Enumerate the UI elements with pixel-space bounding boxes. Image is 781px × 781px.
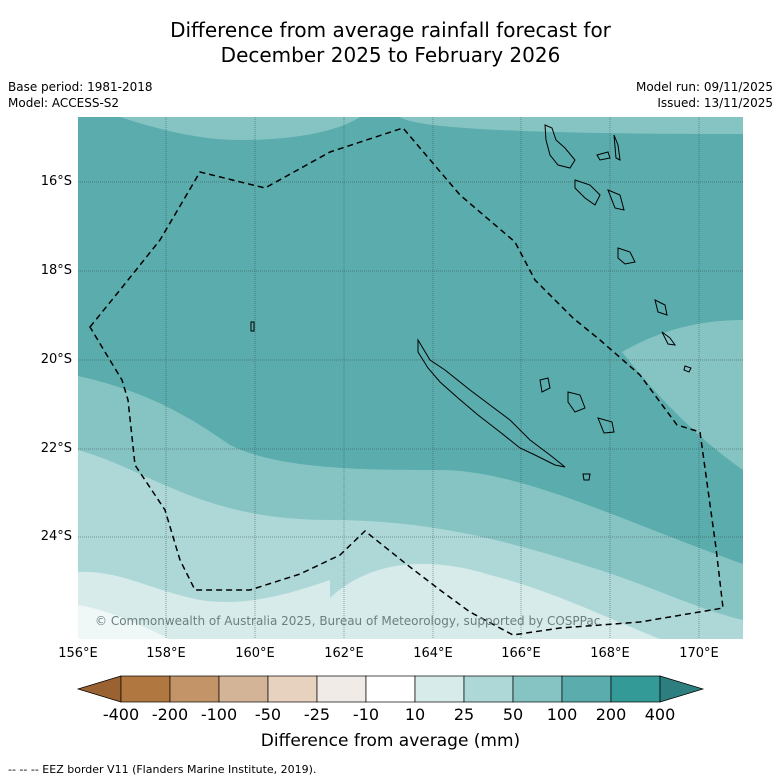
lon-label: 162°E xyxy=(324,646,364,661)
map-title: Difference from average rainfall forecas… xyxy=(0,18,781,68)
lat-label: 22°S xyxy=(40,441,72,456)
field-band-50-north xyxy=(120,117,360,140)
lon-label: 170°E xyxy=(679,646,719,661)
lat-label: 16°S xyxy=(40,174,72,189)
colorbar-tick-label: 10 xyxy=(404,705,426,724)
lon-label: 168°E xyxy=(590,646,630,661)
field-band-10-south xyxy=(330,563,660,639)
colorbar-segment xyxy=(561,675,612,703)
new-caledonia-outline xyxy=(417,338,566,468)
colorbar-extend-low xyxy=(76,675,122,703)
colorbar-tick-label: 100 xyxy=(546,705,578,724)
colorbar-tick-label: 50 xyxy=(502,705,524,724)
land-outlines xyxy=(250,124,692,481)
colorbar-segment xyxy=(512,675,563,703)
colorbar-tick-label: -50 xyxy=(254,705,282,724)
lat-label: 20°S xyxy=(40,352,72,367)
lat-label: 18°S xyxy=(40,263,72,278)
colorbar-tick-label: -100 xyxy=(200,705,238,724)
graticule xyxy=(78,117,743,639)
lon-label: 160°E xyxy=(235,646,275,661)
colorbar-segment xyxy=(316,675,367,703)
field-band-100 xyxy=(78,117,743,564)
lon-label: 164°E xyxy=(413,646,453,661)
model-run-text: Model run: 09/11/2025 xyxy=(635,80,773,94)
colorbar-segment xyxy=(365,675,416,703)
colorbar-tick-label: 400 xyxy=(644,705,676,724)
lon-label: 158°E xyxy=(146,646,186,661)
lon-label: 156°E xyxy=(58,646,98,661)
rainfall-field xyxy=(78,117,743,639)
colorbar-tick-label: 200 xyxy=(595,705,627,724)
colorbar-segment xyxy=(120,675,171,703)
colorbar-tick-label: 25 xyxy=(453,705,475,724)
title-line-2: December 2025 to February 2026 xyxy=(220,43,561,67)
colorbar-title: Difference from average (mm) xyxy=(260,731,521,751)
colorbar xyxy=(76,675,705,703)
colorbar-segment xyxy=(414,675,465,703)
vanuatu-island-1 xyxy=(544,124,576,169)
vanuatu-island-2 xyxy=(574,179,601,206)
colorbar-segment xyxy=(463,675,514,703)
base-period-text: Base period: 1981-2018 xyxy=(8,80,153,94)
meta-right: Model run: 09/11/2025 Issued: 13/11/2025 xyxy=(636,79,773,111)
lon-label: 166°E xyxy=(501,646,541,661)
colorbar-extend-high xyxy=(659,675,705,703)
eez-border xyxy=(89,127,724,636)
colorbar-segment xyxy=(169,675,220,703)
meta-left: Base period: 1981-2018 Model: ACCESS-S2 xyxy=(8,79,153,111)
colorbar-tick-label: -25 xyxy=(303,705,331,724)
issued-text: Issued: 13/11/2025 xyxy=(657,96,773,110)
title-line-1: Difference from average rainfall forecas… xyxy=(170,18,611,42)
colorbar-segment xyxy=(610,675,661,703)
field-band-light xyxy=(78,605,170,639)
model-text: Model: ACCESS-S2 xyxy=(8,96,120,110)
colorbar-tick-label: -10 xyxy=(352,705,380,724)
colorbar-tick-label: -200 xyxy=(151,705,189,724)
colorbar-segment xyxy=(267,675,318,703)
colorbar-tick-label: -400 xyxy=(102,705,140,724)
colorbar-segment xyxy=(218,675,269,703)
eez-footnote: -- -- -- EEZ border V11 (Flanders Marine… xyxy=(8,763,317,776)
lat-label: 24°S xyxy=(40,529,72,544)
copyright-credit: © Commonwealth of Australia 2025, Bureau… xyxy=(95,614,601,628)
field-band-10-west xyxy=(78,571,330,639)
